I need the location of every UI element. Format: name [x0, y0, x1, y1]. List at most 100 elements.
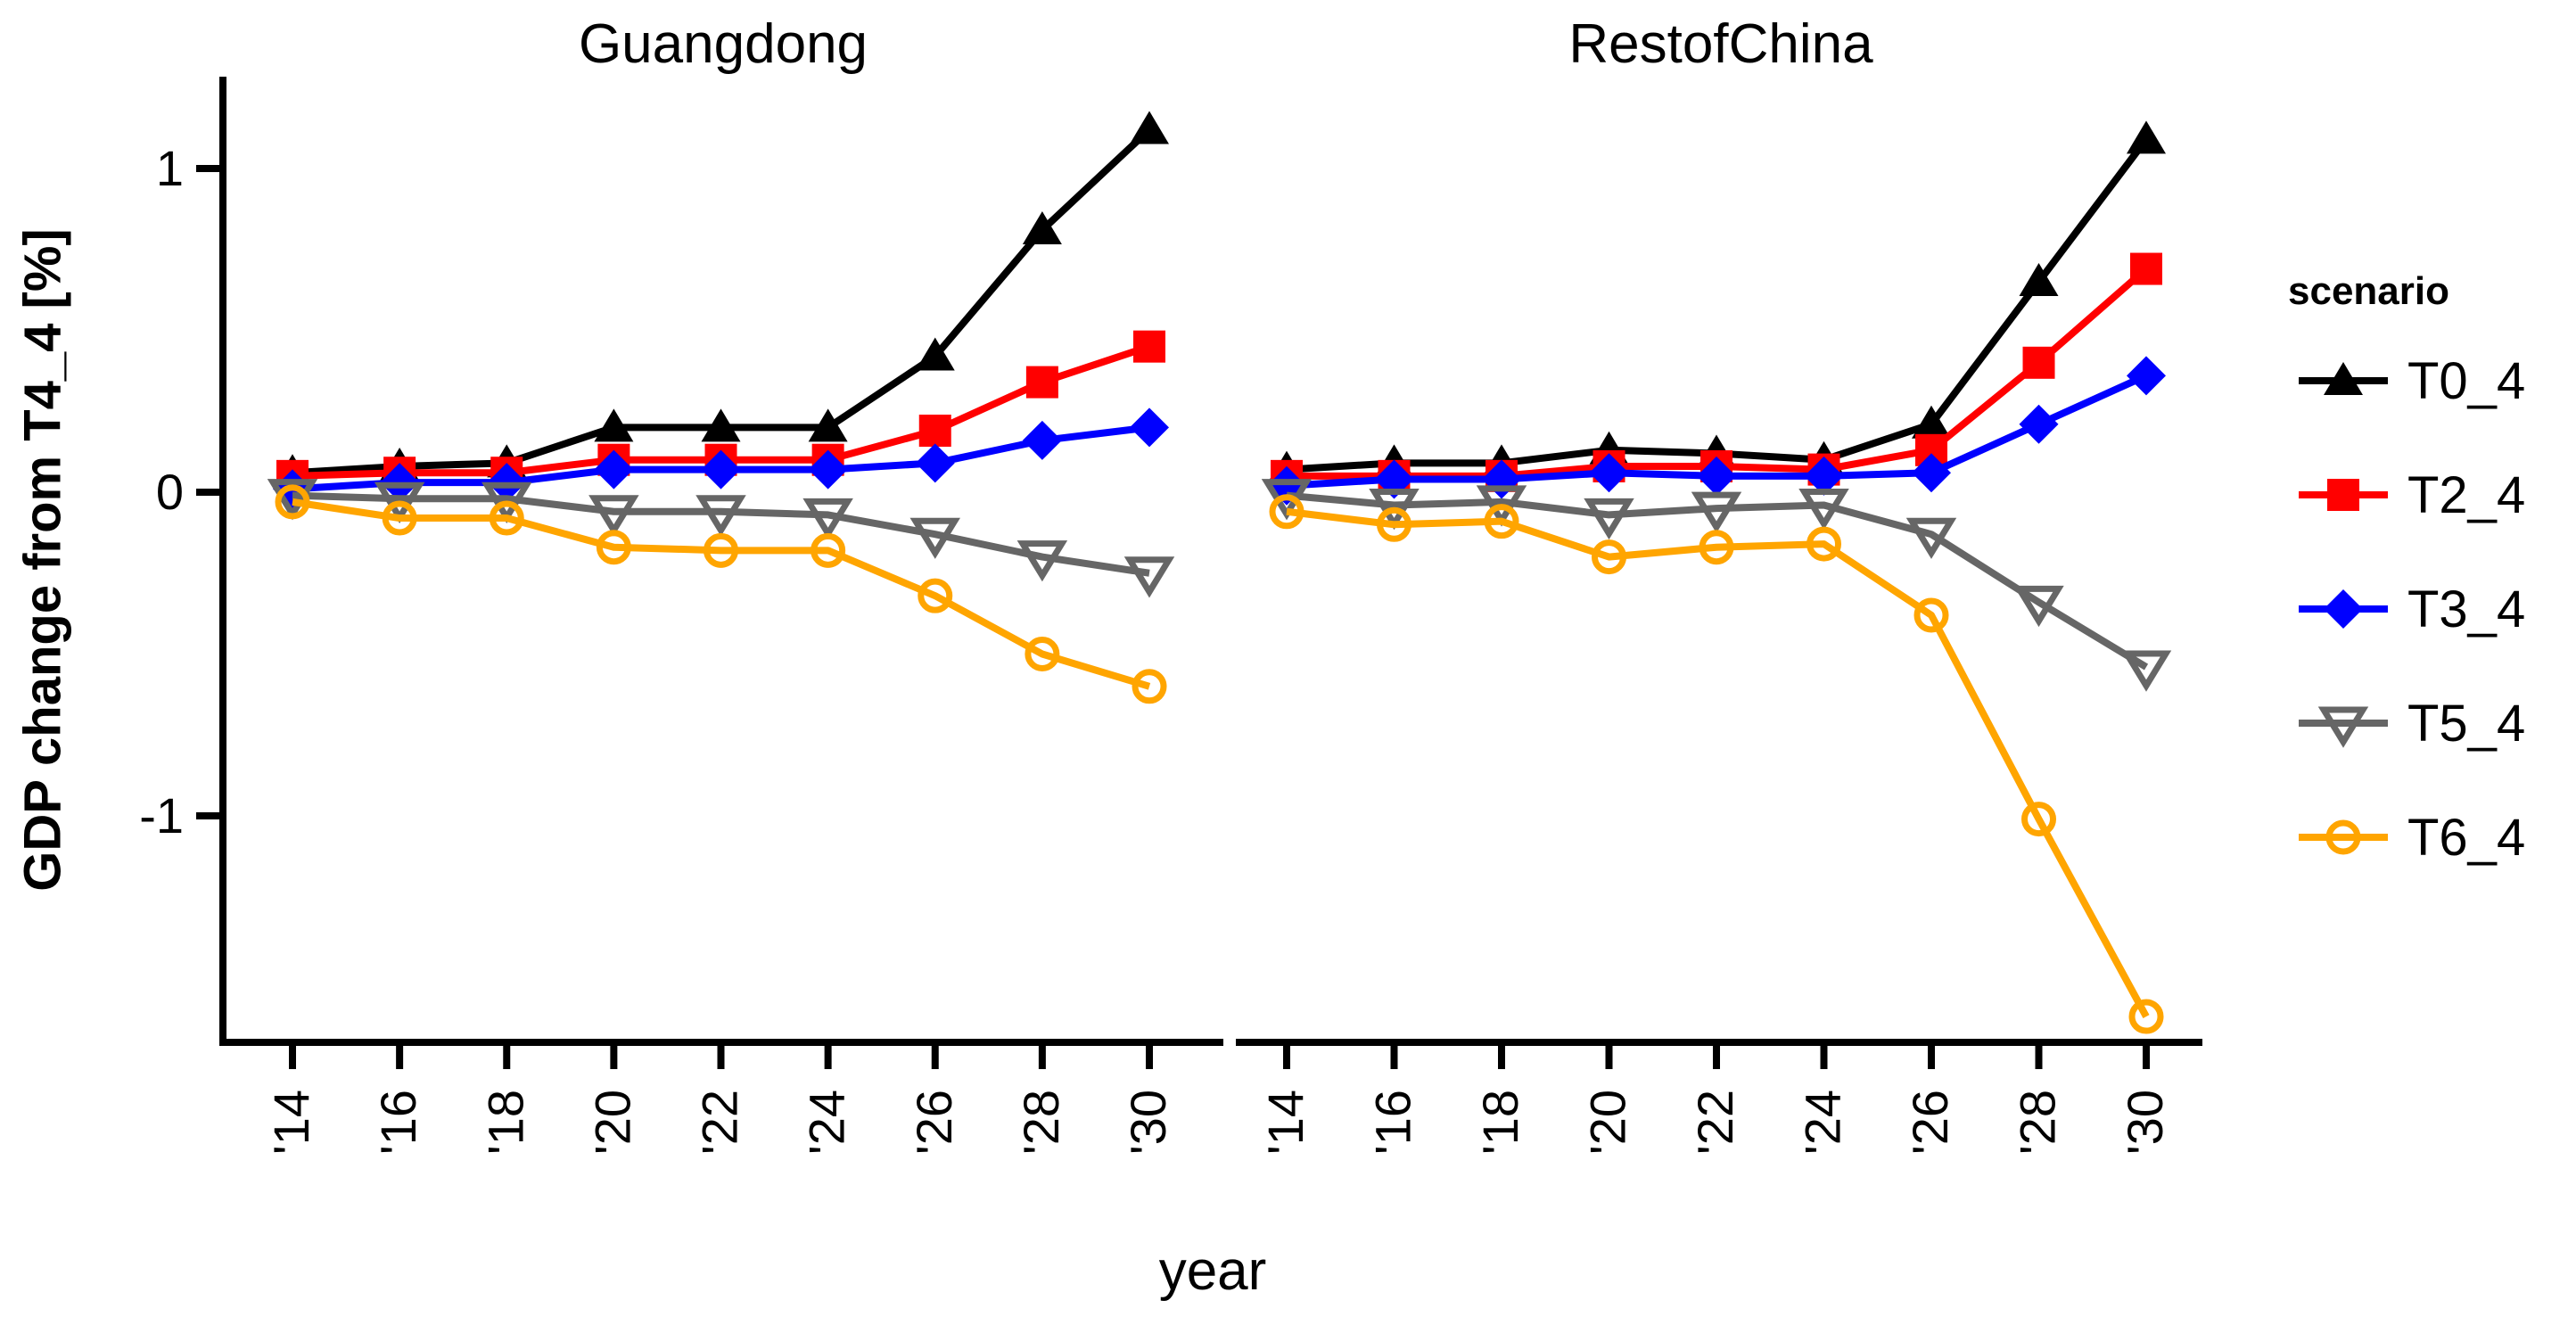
marker-restofchina-t3_4	[1912, 453, 1951, 493]
x-axis-title: year	[1158, 1240, 1267, 1302]
marker-guangdong-t5_4	[802, 498, 853, 540]
marker-guangdong-t0_4	[915, 337, 955, 371]
series-line-restofchina-t0_4	[1286, 136, 2150, 473]
legend-key-marker-t2_4	[2327, 479, 2359, 511]
marker-guangdong-t3_4	[1130, 407, 1169, 448]
marker-restofchina-t6_4	[2021, 802, 2056, 837]
marker-guangdong-t6_4	[275, 484, 310, 520]
marker-guangdong-t5_4	[481, 481, 532, 523]
legend-key-marker-t5_4	[2317, 706, 2369, 748]
marker-restofchina-t3_4	[1589, 453, 1629, 493]
marker-guangdong-t0_4	[808, 408, 848, 442]
x-tick-label: '24	[1795, 1090, 1851, 1155]
marker-restofchina-t6_4	[1913, 597, 1949, 633]
marker-restofchina-t5_4	[2013, 585, 2064, 628]
y-tick-label: 0	[156, 464, 184, 520]
marker-guangdong-t6_4	[811, 532, 846, 568]
marker-guangdong-t3_4	[915, 443, 955, 483]
x-tick-label: '28	[2010, 1090, 2066, 1155]
marker-guangdong-t6_4	[382, 500, 417, 536]
series-line-guangdong-t5_4	[292, 491, 1150, 577]
y-axis-title: GDP change from T4_4 [%]	[13, 228, 72, 892]
legend-item-label: T3_4	[2407, 580, 2525, 638]
marker-guangdong-t3_4	[594, 449, 634, 490]
x-tick-label: '16	[370, 1090, 426, 1155]
x-tick-label: '30	[1120, 1090, 1176, 1155]
marker-guangdong-t3_4	[701, 449, 741, 490]
marker-restofchina-t0_4	[2127, 120, 2166, 154]
x-tick-label: '24	[799, 1090, 855, 1155]
series-line-restofchina-t5_4	[1286, 491, 2149, 671]
series-line-restofchina-t6_4	[1286, 507, 2150, 1018]
y-tick-label: -1	[139, 787, 184, 844]
legend-item-label: T5_4	[2407, 695, 2525, 753]
x-tick-label: '14	[1257, 1090, 1313, 1155]
marker-guangdong-t5_4	[588, 495, 639, 537]
marker-guangdong-t5_4	[1016, 540, 1068, 582]
marker-restofchina-t0_4	[2019, 263, 2059, 297]
legend-key-marker-t6_4	[2325, 819, 2361, 855]
marker-guangdong-t0_4	[594, 408, 634, 442]
marker-restofchina-t6_4	[1806, 526, 1841, 562]
marker-guangdong-t5_4	[1123, 556, 1175, 598]
marker-guangdong-t6_4	[596, 530, 631, 565]
marker-guangdong-t0_4	[701, 408, 741, 442]
marker-guangdong-t6_4	[1025, 637, 1060, 671]
x-tick-label: '28	[1013, 1090, 1069, 1155]
x-tick-label: '20	[584, 1090, 640, 1155]
marker-guangdong-t6_4	[1132, 669, 1167, 704]
x-tick-label: '14	[263, 1090, 319, 1155]
marker-restofchina-t5_4	[2120, 650, 2172, 692]
x-tick-label: '22	[1687, 1090, 1743, 1155]
y-tick-label: 1	[156, 140, 184, 196]
marker-restofchina-t2_4	[2022, 346, 2055, 379]
marker-restofchina-t3_4	[1697, 456, 1736, 496]
x-tick-label: '30	[2117, 1090, 2173, 1155]
legend-key-marker-t0_4	[2324, 362, 2363, 395]
marker-guangdong-t6_4	[918, 578, 953, 613]
marker-restofchina-t6_4	[1269, 494, 1304, 530]
marker-guangdong-t5_4	[695, 495, 746, 537]
marker-restofchina-t5_4	[1691, 491, 1742, 533]
marker-guangdong-t2_4	[918, 415, 951, 448]
marker-guangdong-t3_4	[1022, 420, 1062, 460]
marker-restofchina-t2_4	[2130, 252, 2162, 285]
marker-restofchina-t5_4	[1798, 489, 1849, 531]
marker-guangdong-t2_4	[1025, 366, 1058, 399]
x-tick-label: '18	[1472, 1090, 1528, 1155]
marker-guangdong-t5_4	[374, 481, 425, 523]
legend-title: scenario	[2288, 269, 2449, 313]
x-tick-label: '20	[1580, 1090, 1636, 1155]
marker-restofchina-t5_4	[1905, 517, 1957, 559]
marker-guangdong-t6_4	[704, 532, 738, 568]
marker-restofchina-t6_4	[1377, 506, 1411, 542]
legend-item-label: T6_4	[2407, 809, 2525, 867]
marker-restofchina-t3_4	[1804, 456, 1844, 496]
legend-item-label: T0_4	[2407, 352, 2525, 410]
x-tick-label: '26	[1902, 1090, 1958, 1155]
marker-restofchina-t6_4	[2128, 999, 2164, 1034]
marker-restofchina-t3_4	[2127, 356, 2166, 396]
marker-guangdong-t5_4	[267, 479, 318, 521]
legend-item-label: T2_4	[2407, 466, 2525, 524]
marker-restofchina-t5_4	[1369, 489, 1420, 531]
marker-guangdong-t6_4	[489, 500, 524, 536]
marker-restofchina-t3_4	[2019, 404, 2059, 444]
x-tick-label: '18	[477, 1090, 533, 1155]
marker-guangdong-t3_4	[808, 449, 848, 490]
marker-guangdong-t5_4	[909, 517, 960, 559]
marker-restofchina-t6_4	[1484, 504, 1519, 539]
marker-restofchina-t5_4	[1584, 498, 1634, 540]
marker-guangdong-t2_4	[1133, 330, 1165, 363]
marker-restofchina-t6_4	[1699, 530, 1734, 565]
series-line-guangdong-t6_4	[292, 498, 1151, 690]
x-tick-label: '16	[1365, 1090, 1421, 1155]
facet-title-restofchina: RestofChina	[1568, 13, 1873, 75]
marker-restofchina-t0_4	[1912, 405, 1951, 439]
legend-key-marker-t3_4	[2324, 589, 2363, 629]
marker-restofchina-t5_4	[1476, 485, 1527, 527]
marker-guangdong-t0_4	[1022, 210, 1062, 244]
marker-restofchina-t6_4	[1592, 539, 1626, 575]
